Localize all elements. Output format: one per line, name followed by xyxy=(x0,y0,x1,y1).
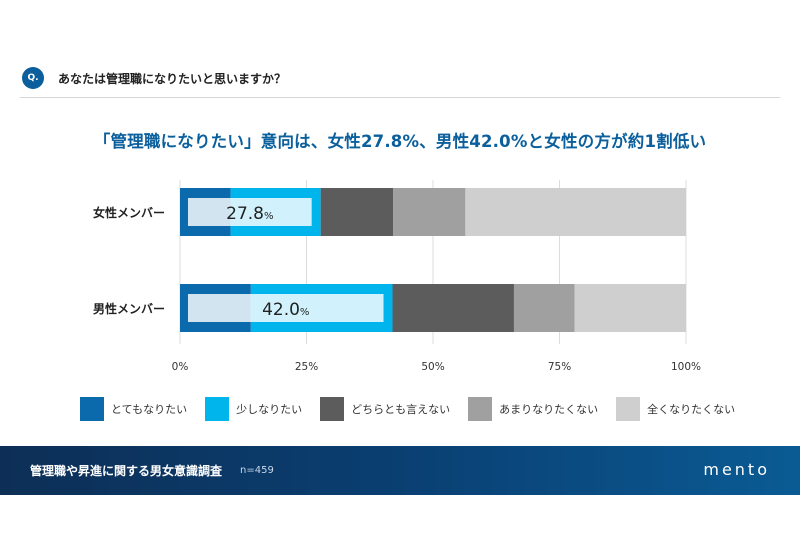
legend-label: 少しなりたい xyxy=(236,403,303,416)
legend-swatch xyxy=(468,397,493,421)
highlight-value-label: 42.0% xyxy=(262,300,309,320)
x-tick-label: 25% xyxy=(295,361,318,373)
category-label: 男性メンバー xyxy=(93,301,165,316)
legend-item: とてもなりたい xyxy=(80,397,187,421)
legend-label: どちらとも言えない xyxy=(351,403,451,416)
footer-title: 管理職や昇進に関する男女意識調査 xyxy=(30,464,223,478)
chart-headline: 「管理職になりたい」意向は、女性27.8%、男性42.0%と女性の方が約1割低い xyxy=(93,132,707,151)
question-header: Q. あなたは管理職になりたいと思いますか？ xyxy=(22,66,286,90)
category-label: 女性メンバー xyxy=(93,205,165,220)
footer-bar: 管理職や昇進に関する男女意識調査 n=459 mento xyxy=(0,446,800,495)
bar-segment xyxy=(392,284,514,332)
legend-swatch xyxy=(320,397,345,421)
x-tick-label: 75% xyxy=(548,361,571,373)
mento-logo: mento xyxy=(703,460,770,479)
legend-item: あまりなりたくない xyxy=(468,397,598,421)
x-tick-label: 0% xyxy=(172,361,189,373)
legend-label: あまりなりたくない xyxy=(499,403,599,416)
bar-segment xyxy=(574,284,686,332)
legend-label: 全くなりたくない xyxy=(647,403,736,416)
bar-segment xyxy=(513,284,575,332)
legend-label: とてもなりたい xyxy=(111,403,188,416)
highlight-value-label: 27.8% xyxy=(226,204,273,224)
legend-item: 全くなりたくない xyxy=(616,397,735,421)
highlight-box xyxy=(188,198,312,226)
x-tick-label: 100% xyxy=(671,361,701,373)
legend-item: 少しなりたい xyxy=(205,397,302,421)
bar-segment xyxy=(320,188,394,236)
chart-legend: とてもなりたい 少しなりたい どちらとも言えない あまりなりたくない 全くなりたくない xyxy=(80,397,753,421)
question-badge: Q. xyxy=(22,67,44,89)
x-tick-label: 50% xyxy=(421,361,444,373)
bar-segment xyxy=(465,188,686,236)
question-text: あなたは管理職になりたいと思いますか？ xyxy=(58,71,287,86)
question-divider xyxy=(20,97,780,98)
sample-size: n=459 xyxy=(240,465,274,476)
legend-swatch xyxy=(205,397,230,421)
legend-swatch xyxy=(616,397,641,421)
legend-item: どちらとも言えない xyxy=(320,397,450,421)
legend-swatch xyxy=(80,397,104,421)
highlight-box xyxy=(188,294,384,322)
bar-segment xyxy=(393,188,466,236)
